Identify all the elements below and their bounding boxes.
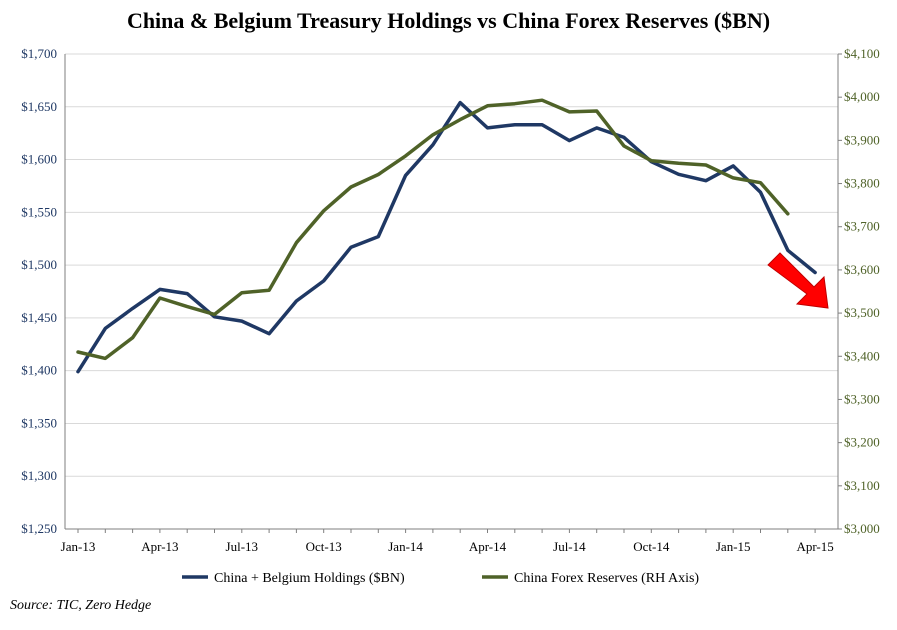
x-axis-tick-label: Jan-15 — [716, 539, 751, 554]
legend: China + Belgium Holdings ($BN) China Fore… — [182, 571, 699, 586]
right-axis-tick-label: $4,000 — [844, 89, 880, 104]
left-axis-tick-label: $1,400 — [21, 363, 57, 378]
annotations — [767, 252, 829, 309]
gridlines — [65, 53, 838, 477]
right-axis-tick-label: $3,200 — [844, 435, 880, 450]
x-axis-tick-label: Apr-15 — [796, 539, 833, 554]
left-axis-tick-label: $1,600 — [21, 152, 57, 167]
left-axis-tick-label: $1,500 — [21, 257, 57, 272]
right-axis-tick-label: $3,400 — [844, 348, 880, 363]
right-axis-tick-label: $3,100 — [844, 478, 880, 493]
x-axis-tick-label: Jul-13 — [226, 539, 259, 554]
tick-labels: $1,250 $1,300 $1,350 $1,400 $1,450 $1,500 $1,5… — [21, 46, 880, 554]
series-line-holdings — [76, 100, 817, 374]
left-axis-tick-label: $1,350 — [21, 415, 57, 430]
legend-label: China + Belgium Holdings ($BN) — [214, 571, 405, 586]
down-arrow-icon — [767, 252, 829, 309]
x-axis-tick-label: Jan-14 — [388, 539, 423, 554]
right-axis-tick-label: $3,900 — [844, 132, 880, 147]
chart-title: China & Belgium Treasury Holdings vs Chi… — [126, 8, 771, 33]
x-axis-tick-label: Jan-13 — [61, 539, 96, 554]
x-axis-tick-label: Apr-14 — [469, 539, 507, 554]
x-axis-tick-label: Oct-14 — [633, 539, 670, 554]
axes — [64, 53, 842, 533]
right-axis-tick-label: $4,100 — [844, 46, 880, 61]
right-axis-tick-label: $3,800 — [844, 176, 880, 191]
left-axis-tick-label: $1,650 — [21, 99, 57, 114]
right-axis-tick-label: $3,300 — [844, 391, 880, 406]
series-line-forex — [76, 98, 790, 361]
left-axis-tick-label: $1,700 — [21, 46, 57, 61]
right-axis-tick-label: $3,600 — [844, 262, 880, 277]
left-axis-tick-label: $1,550 — [21, 204, 57, 219]
legend-label: China Forex Reserves (RH Axis) — [514, 571, 699, 586]
left-axis-tick-label: $1,250 — [21, 521, 57, 536]
right-axis-tick-label: $3,000 — [844, 521, 880, 536]
left-axis-tick-label: $1,300 — [21, 468, 57, 483]
right-axis-tick-label: $3,700 — [844, 219, 880, 234]
right-axis-tick-label: $3,500 — [844, 305, 880, 320]
x-axis-tick-label: Oct-13 — [306, 539, 342, 554]
left-axis-tick-label: $1,450 — [21, 310, 57, 325]
series-lines — [76, 98, 817, 374]
source-note: Source: TIC, Zero Hedge — [10, 598, 152, 613]
x-axis-tick-label: Apr-13 — [141, 539, 178, 554]
x-axis-tick-label: Jul-14 — [553, 539, 586, 554]
